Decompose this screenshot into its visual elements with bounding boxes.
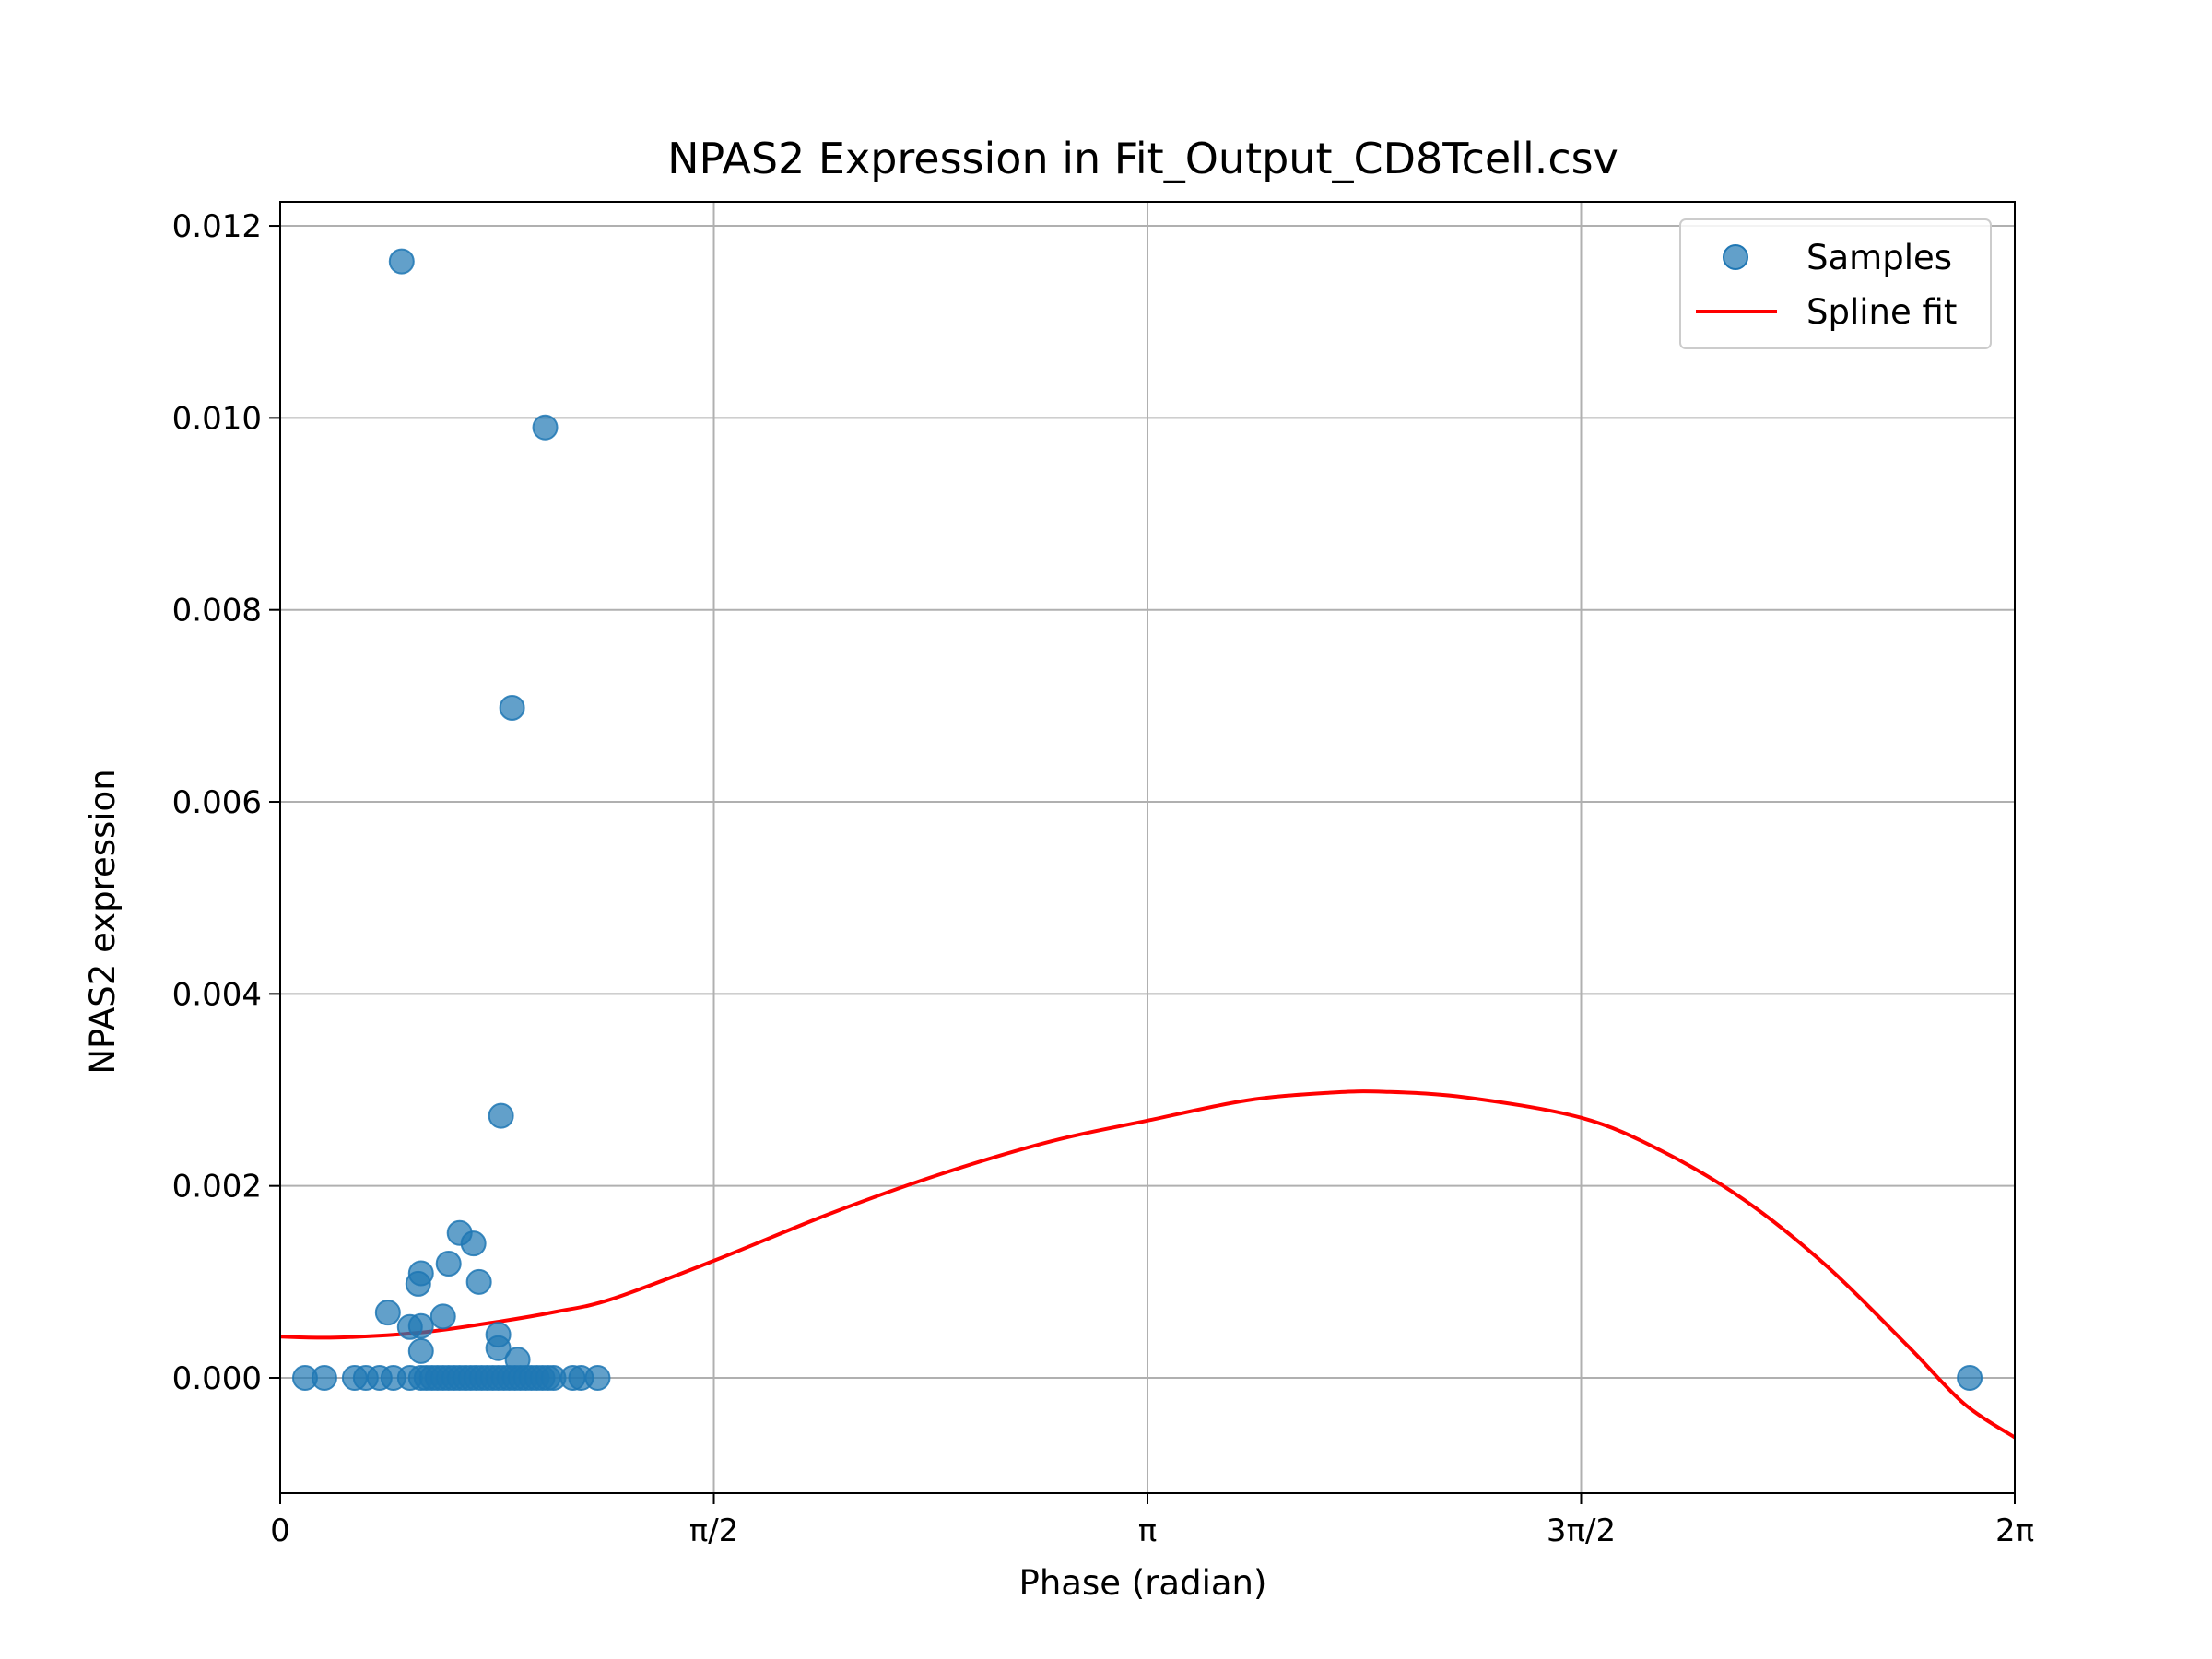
sample-point-10: [374, 1300, 401, 1326]
x-tick-label-4: 2π: [1995, 1512, 2034, 1549]
sample-point-3: [488, 1102, 514, 1129]
y-tick-label-1: 0.002: [172, 1169, 262, 1206]
x-tick-label-0: 0: [270, 1512, 290, 1549]
x-axis-ticks: 0 π/2 π 3π/2 2π: [270, 1493, 2034, 1549]
y-tick-label-4: 0.008: [172, 593, 262, 629]
x-tick-label-1: π/2: [689, 1512, 739, 1549]
sample-point-9: [465, 1268, 492, 1295]
sample-point-19: [311, 1365, 337, 1392]
x-tick-label-2: π: [1138, 1512, 1157, 1549]
x-tick-label-3: 3π/2: [1547, 1512, 1616, 1549]
sample-point-13: [407, 1312, 434, 1339]
sample-point-5: [460, 1230, 487, 1257]
y-tick-label-0: 0.000: [172, 1360, 262, 1397]
legend-spline-label: Spline fit: [1806, 292, 1957, 332]
sample-point-52: [584, 1365, 611, 1392]
chart-title: NPAS2 Expression in Fit_Output_CD8Tcell.…: [667, 134, 1618, 183]
spline-fit-line: [280, 1089, 2015, 1440]
legend-samples-marker: [1723, 244, 1748, 270]
legend: Samples Spline fit: [1679, 218, 1992, 349]
y-axis-ticks: 0.000 0.002 0.004 0.006 0.008 0.010 0.012: [172, 208, 280, 1397]
sample-point-11: [429, 1303, 456, 1330]
legend-box: [1679, 218, 1992, 349]
sample-point-0: [388, 248, 415, 275]
samples-series: [291, 248, 1983, 1392]
sample-point-53: [1957, 1365, 1983, 1392]
x-axis-label: Phase (radian): [1019, 1563, 1267, 1603]
y-tick-label-6: 0.012: [172, 208, 262, 245]
plot-area: [280, 248, 2015, 1440]
sample-point-15: [485, 1335, 512, 1361]
sample-point-6: [435, 1251, 462, 1277]
sample-point-8: [405, 1270, 431, 1297]
y-tick-label-3: 0.006: [172, 784, 262, 821]
y-tick-label-5: 0.010: [172, 400, 262, 437]
sample-point-1: [532, 414, 559, 441]
grid-lines: [279, 202, 2016, 1493]
sample-point-2: [499, 694, 525, 721]
spline-fit-series: [280, 1089, 2015, 1440]
y-axis-label: NPAS2 expression: [83, 769, 123, 1074]
legend-samples-label: Samples: [1806, 238, 1952, 277]
y-tick-label-2: 0.004: [172, 976, 262, 1013]
sample-point-16: [407, 1337, 434, 1364]
